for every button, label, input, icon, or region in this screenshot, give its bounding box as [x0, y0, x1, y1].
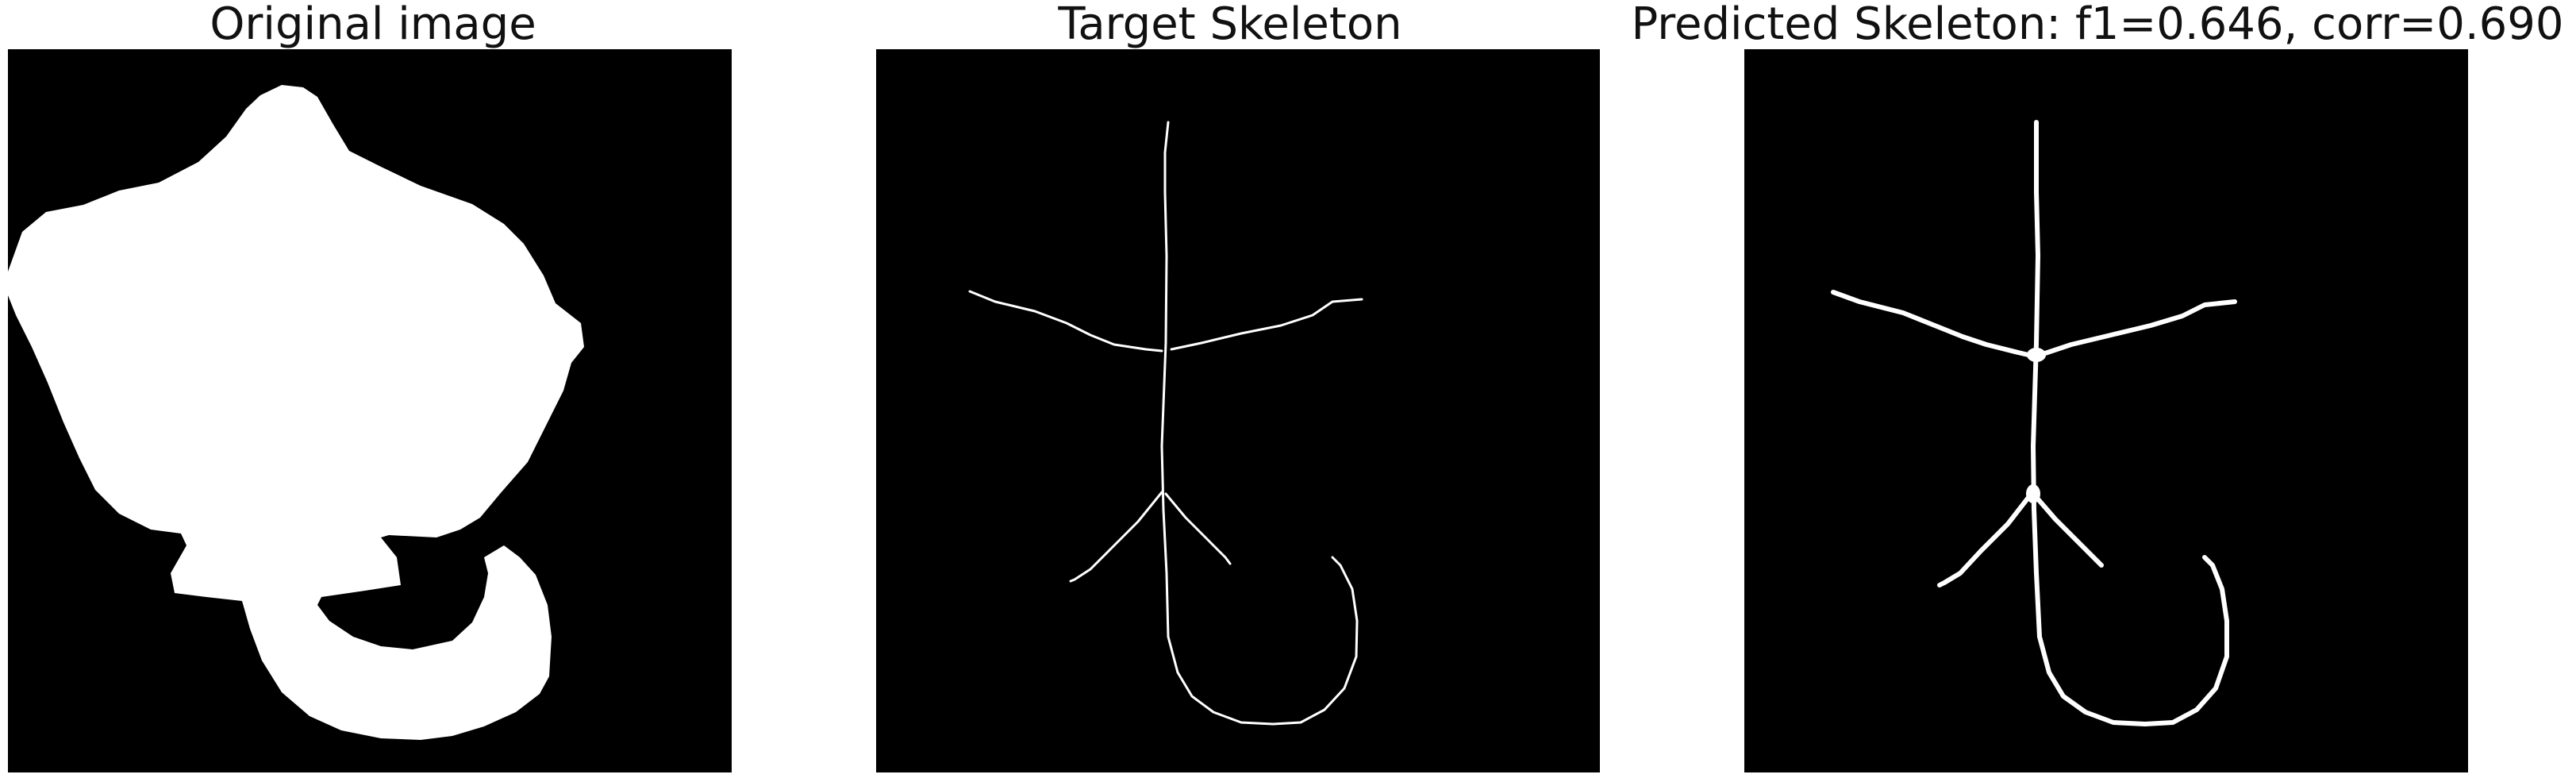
- predicted-right-arm-line: [2040, 299, 2237, 356]
- stingray-body-shape: [8, 85, 584, 740]
- original-mask-image: [8, 49, 732, 772]
- predicted-skeleton-panel: [1744, 49, 2468, 772]
- target-skeleton-image: [876, 49, 1600, 772]
- predicted-left-arm-line: [1831, 290, 2034, 358]
- predicted-skeleton-image: [1744, 49, 2468, 772]
- target-right-tail-branch: [1164, 492, 1232, 565]
- target-right-arm-line: [1170, 298, 1363, 351]
- target-skeleton-panel: [876, 49, 1600, 772]
- predicted-skeleton-title: Predicted Skeleton: f1=0.646, corr=0.690: [1631, 0, 2564, 50]
- predicted-spine-line: [2031, 120, 2229, 726]
- target-left-tail-branch: [1069, 491, 1163, 583]
- predicted-upper-junction: [2027, 348, 2046, 362]
- target-skeleton-title: Target Skeleton: [1058, 0, 1402, 50]
- target-left-arm-line: [968, 290, 1163, 352]
- predicted-right-tail-branch: [2032, 493, 2104, 568]
- predicted-left-tail-branch: [1937, 493, 2032, 587]
- target-spine-line: [1160, 121, 1359, 726]
- predicted-lower-junction: [2026, 484, 2040, 503]
- original-image-title: Original image: [210, 0, 536, 50]
- original-image-panel: [8, 49, 732, 772]
